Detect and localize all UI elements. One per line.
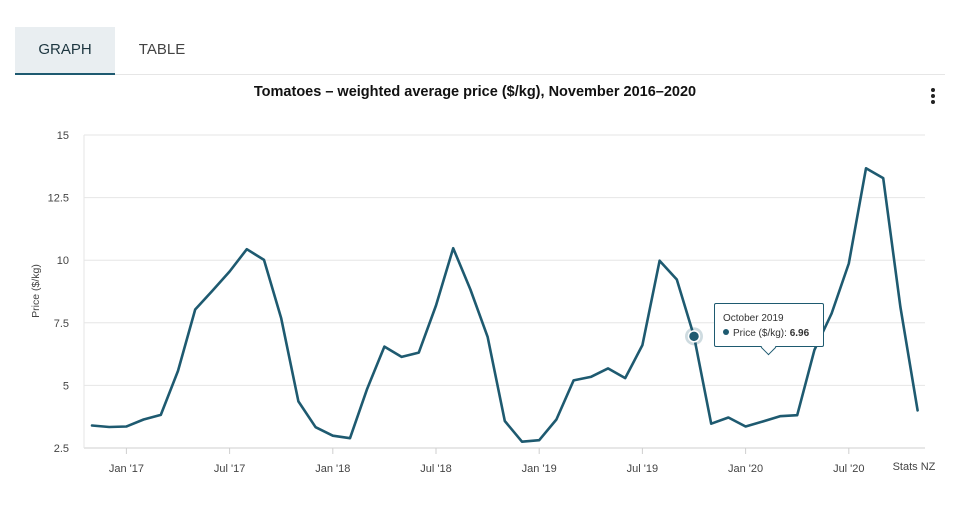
data-point[interactable]: [347, 435, 353, 441]
data-point[interactable]: [244, 246, 250, 252]
view-tabs: GRAPH TABLE: [15, 27, 945, 75]
x-tick-label: Jan '17: [109, 463, 144, 475]
data-point[interactable]: [106, 424, 112, 430]
data-point[interactable]: [915, 407, 921, 413]
y-tick-label: 10: [57, 255, 69, 267]
tooltip-series-label: Price ($/kg):: [733, 328, 787, 339]
data-point[interactable]: [364, 386, 370, 392]
data-point[interactable]: [399, 354, 405, 360]
data-point[interactable]: [519, 439, 525, 445]
data-point[interactable]: [588, 374, 594, 380]
data-point[interactable]: [467, 286, 473, 292]
data-point[interactable]: [622, 375, 628, 381]
data-point[interactable]: [416, 350, 422, 356]
data-point[interactable]: [829, 311, 835, 317]
data-point[interactable]: [450, 245, 456, 251]
y-axis-label: Price ($/kg): [30, 264, 42, 318]
series-line-price: [90, 167, 919, 443]
highlighted-point[interactable]: [687, 330, 701, 343]
tooltip-value-line: Price ($/kg): 6.96: [723, 328, 809, 339]
x-tick-label: Jan '18: [315, 463, 350, 475]
y-tick-labels: 2.5 5 7.5 10 12.5 15: [48, 130, 69, 455]
data-point[interactable]: [123, 423, 129, 429]
more-vertical-icon[interactable]: [924, 86, 942, 106]
data-point[interactable]: [261, 257, 267, 263]
data-point[interactable]: [639, 342, 645, 348]
x-tick-label: Jan '20: [728, 463, 763, 475]
data-point[interactable]: [158, 412, 164, 418]
data-point[interactable]: [553, 416, 559, 422]
data-point[interactable]: [485, 334, 491, 340]
tooltip-value: 6.96: [789, 328, 810, 339]
series-marker-icon: [723, 329, 729, 335]
data-point[interactable]: [657, 258, 663, 264]
data-point[interactable]: [674, 276, 680, 282]
data-point[interactable]: [897, 304, 903, 310]
data-point[interactable]: [330, 433, 336, 439]
data-point[interactable]: [571, 377, 577, 383]
data-point[interactable]: [743, 423, 749, 429]
data-point[interactable]: [295, 398, 301, 404]
data-point[interactable]: [760, 418, 766, 424]
data-point[interactable]: [227, 268, 233, 274]
data-point[interactable]: [811, 347, 817, 353]
data-point[interactable]: [777, 413, 783, 419]
data-point[interactable]: [381, 344, 387, 350]
tooltip-date: October 2019: [723, 313, 784, 324]
data-point[interactable]: [278, 315, 284, 321]
y-tick-label: 15: [57, 130, 69, 142]
data-point[interactable]: [536, 437, 542, 443]
data-point[interactable]: [708, 421, 714, 427]
y-tick-label: 2.5: [54, 443, 69, 455]
data-point[interactable]: [313, 424, 319, 430]
chart-title: Tomatoes – weighted average price ($/kg)…: [253, 84, 697, 100]
x-tick-labels: Jan '17 Jul '17 Jan '18 Jul '18 Jan '19 Jul '…: [109, 448, 865, 475]
data-point[interactable]: [433, 303, 439, 309]
y-tick-label: 5: [63, 380, 69, 392]
credit-label: Stats NZ: [893, 461, 936, 473]
data-point[interactable]: [794, 412, 800, 418]
data-point[interactable]: [502, 418, 508, 424]
data-point[interactable]: [725, 414, 731, 420]
tab-table[interactable]: TABLE: [138, 41, 186, 58]
data-point[interactable]: [880, 175, 886, 181]
data-point[interactable]: [175, 368, 181, 374]
y-tick-label: 7.5: [54, 318, 69, 330]
data-point[interactable]: [141, 416, 147, 422]
data-point[interactable]: [209, 288, 215, 294]
data-tooltip: October 2019 Price ($/kg): 6.96: [714, 303, 824, 356]
data-point[interactable]: [89, 422, 95, 428]
x-tick-label: Jul '18: [420, 463, 451, 475]
data-point[interactable]: [192, 307, 198, 313]
series-points: [89, 165, 921, 445]
x-tick-label: Jul '19: [627, 463, 658, 475]
data-point[interactable]: [605, 365, 611, 371]
tab-graph[interactable]: GRAPH: [15, 27, 115, 75]
y-tick-label: 12.5: [48, 193, 69, 205]
x-tick-label: Jul '20: [833, 463, 864, 475]
data-point[interactable]: [846, 260, 852, 266]
data-point[interactable]: [863, 165, 869, 171]
x-tick-label: Jul '17: [214, 463, 245, 475]
x-tick-label: Jan '19: [522, 463, 557, 475]
